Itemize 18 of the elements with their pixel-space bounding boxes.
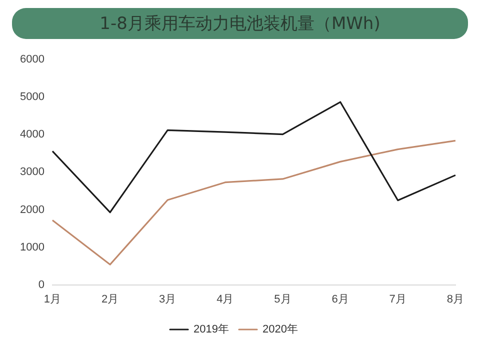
x-tick-label: 3月	[159, 293, 176, 306]
chart-title: 1-8月乘用车动力电池装机量（MWh)	[12, 8, 468, 39]
y-tick-label: 0	[38, 278, 44, 291]
y-tick-label: 5000	[20, 91, 44, 104]
x-tick-label: 4月	[216, 293, 234, 306]
y-tick-label: 6000	[20, 54, 44, 66]
x-tick-label: 6月	[332, 293, 349, 306]
y-tick-label: 4000	[20, 128, 44, 141]
legend-label: 2020年	[262, 324, 298, 336]
y-tick-label: 2000	[20, 204, 44, 216]
x-tick-label: 8月	[446, 293, 464, 306]
x-tick-label: 7月	[389, 293, 406, 306]
x-tick-label: 1月	[44, 293, 62, 306]
x-tick-label: 2月	[101, 293, 119, 306]
y-tick-label: 3000	[20, 166, 44, 178]
legend-label: 2019年	[194, 324, 230, 336]
y-tick-label: 1000	[20, 241, 44, 254]
x-tick-label: 5月	[274, 293, 292, 306]
